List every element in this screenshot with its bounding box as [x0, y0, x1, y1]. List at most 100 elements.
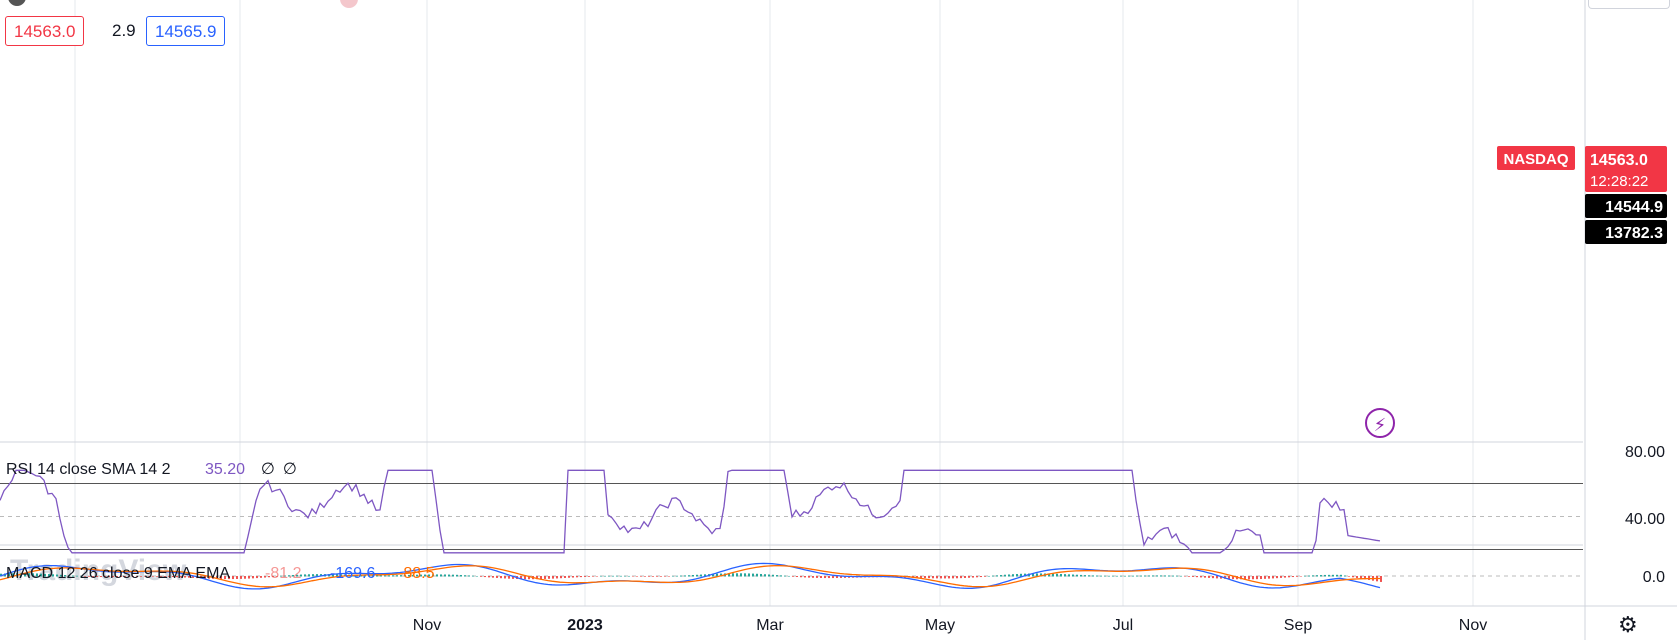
macd-histogram-bar [1284, 576, 1286, 578]
macd-histogram-bar [220, 576, 222, 580]
macd-histogram-bar [536, 576, 538, 580]
macd-histogram-bar [584, 576, 586, 577]
macd-histogram-bar [76, 575, 78, 577]
symbol-badge-label: NASDAQ [1503, 151, 1568, 168]
macd-histogram-bar [176, 576, 178, 578]
macd-histogram-bar [560, 576, 562, 579]
macd-histogram-bar [56, 574, 58, 577]
macd-histogram-bar [816, 576, 818, 578]
macd-histogram-bar [396, 575, 398, 577]
macd-histogram-bar [1312, 575, 1314, 577]
grid-lines [74, 0, 1474, 606]
macd-histogram-bar [276, 576, 278, 577]
macd-histogram-bar [156, 576, 158, 577]
macd-histogram-bar [1208, 576, 1210, 578]
macd-histogram-bar [1020, 573, 1022, 577]
macd-histogram-bar [268, 576, 270, 578]
macd-histogram-bar [820, 576, 822, 578]
macd-histogram-bar [812, 576, 814, 578]
macd-histogram-bar [764, 574, 766, 577]
macd-histogram-bar [1092, 575, 1094, 577]
macd-histogram-bar [1280, 576, 1282, 578]
macd-histogram-bar [216, 576, 218, 579]
macd-histogram-bar [296, 574, 298, 577]
macd-histogram-bar [1184, 576, 1186, 577]
macd-histogram-bar [1012, 574, 1014, 577]
macd-histogram-bar [180, 576, 182, 578]
spread-value: 2.9 [104, 16, 144, 46]
macd-histogram-bar [424, 574, 426, 577]
macd-histogram-bar [360, 575, 362, 577]
macd-histogram-bar [1084, 575, 1086, 577]
macd-histogram-bar [120, 576, 122, 577]
macd-histogram-bar [592, 576, 594, 577]
macd-histogram-bar [248, 576, 250, 579]
macd-histogram-bar [840, 576, 842, 578]
macd-legend-hist: -81.2 [265, 565, 302, 582]
macd-histogram-bar [700, 574, 702, 577]
macd-histogram-bar [280, 575, 282, 577]
macd-histogram-bar [1352, 576, 1354, 578]
macd-histogram-bar [1116, 575, 1118, 577]
macd-histogram-bar [788, 575, 790, 577]
macd-histogram-bar [736, 573, 738, 577]
macd-histogram-bar [124, 576, 126, 577]
logo-icon [8, 0, 26, 6]
macd-histogram-bar [984, 576, 986, 577]
alert-icon[interactable] [340, 0, 358, 8]
macd-histogram-bar [412, 574, 414, 577]
macd-histogram-bar [744, 573, 746, 577]
macd-histogram-bar [408, 574, 410, 577]
macd-histogram-bar [460, 574, 462, 577]
macd-histogram-bar [28, 573, 30, 577]
macd-histogram-bar [800, 576, 802, 578]
macd-histogram-bar [1340, 574, 1342, 577]
macd-legend-macd: -169.6 [330, 565, 375, 582]
macd-histogram-bar [500, 576, 502, 579]
macd-histogram-bar [660, 576, 662, 577]
macd-histogram-bar [1300, 576, 1302, 577]
macd-histogram-bar [1140, 575, 1142, 577]
lightning-icon[interactable]: ⚡ [1365, 408, 1395, 438]
macd-histogram-bar [208, 576, 210, 579]
macd-histogram-bar [676, 575, 678, 577]
macd-histogram-bar [480, 576, 482, 577]
macd-histogram-bar [1364, 576, 1366, 580]
current-price-marker: NASDAQ 14563.0 12:28:22 [1497, 146, 1667, 192]
macd-histogram-bar [784, 575, 786, 577]
macd-histogram-bar [368, 575, 370, 577]
macd-histogram-bar [1380, 576, 1382, 582]
macd-histogram-bar [1296, 576, 1298, 577]
macd-histogram-bar [364, 575, 366, 577]
macd-histogram-bar [1176, 575, 1178, 577]
macd-histogram-bar [624, 575, 626, 577]
macd-histogram-bar [60, 574, 62, 577]
macd-histogram-bar [752, 573, 754, 577]
macd-histogram-bar [672, 575, 674, 577]
macd-histogram-bar [448, 574, 450, 577]
macd-histogram-bar [1360, 576, 1362, 579]
macd-histogram-bar [608, 575, 610, 577]
macd-histogram-bar [1196, 576, 1198, 578]
macd-histogram-bar [612, 575, 614, 577]
symbol-badge-bg [1497, 146, 1575, 170]
macd-histogram-bar [796, 576, 798, 577]
bid-price-box[interactable]: 14563.0 [5, 16, 85, 46]
macd-histogram-bar [388, 575, 390, 577]
macd-histogram-bar [916, 576, 918, 578]
macd-histogram-bar [404, 575, 406, 577]
macd-histogram-bar [748, 573, 750, 577]
macd-histogram-bar [804, 576, 806, 578]
macd-histogram-bar [444, 574, 446, 577]
macd-histogram-bar [960, 576, 962, 579]
macd-histogram-bar [836, 576, 838, 579]
macd-histogram-bar [1040, 573, 1042, 577]
macd-histogram-bar [128, 576, 130, 577]
macd-histogram-bar [756, 573, 758, 577]
time-tick-label: Nov [1459, 617, 1487, 634]
gear-icon[interactable]: ⚙ [1618, 612, 1638, 637]
ask-price-box[interactable]: 14565.9 [146, 16, 226, 46]
macd-histogram-bar [552, 576, 554, 579]
macd-histogram-bar [272, 576, 274, 577]
